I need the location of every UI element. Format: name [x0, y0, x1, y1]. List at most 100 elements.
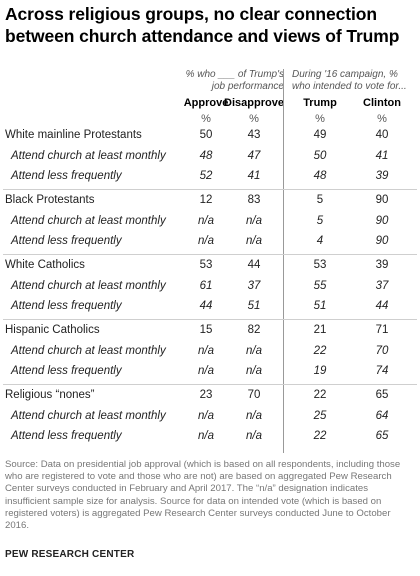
trump-value: 25	[313, 409, 327, 422]
clinton-value: 37	[375, 279, 389, 292]
table-row: Religious “nones” 23 70 22 65	[0, 386, 420, 406]
approve-value: n/a	[198, 409, 214, 422]
clinton-value: 64	[375, 409, 389, 422]
col-header-disapprove: Disapprove	[224, 97, 284, 109]
group-separator	[3, 254, 417, 255]
trump-value: 19	[313, 365, 327, 377]
approve-value: n/a	[198, 430, 214, 442]
disapprove-value: n/a	[246, 235, 262, 247]
trump-value: 53	[313, 259, 327, 271]
table-row: Hispanic Catholics 15 82 21 71	[0, 321, 420, 341]
table-row: Attend church at least monthly n/a n/a 22 70	[0, 342, 420, 362]
subgroup-label: Attend church at least monthly	[11, 409, 166, 422]
table-row: White mainline Protestants 50 43 49 40	[0, 126, 420, 146]
unit-disapprove: %	[249, 113, 259, 125]
approve-value: 48	[199, 149, 213, 162]
subgroup-label: Attend church at least monthly	[11, 214, 166, 227]
disapprove-value: 44	[247, 259, 261, 271]
trump-value: 21	[313, 324, 327, 336]
disapprove-value: n/a	[246, 409, 262, 422]
table-row: Attend church at least monthly n/a n/a 5 90	[0, 212, 420, 232]
subgroup-label: Attend less frequently	[11, 235, 122, 247]
approve-value: 23	[199, 389, 213, 401]
clinton-value: 40	[375, 129, 389, 141]
subgroup-label: Attend less frequently	[11, 170, 122, 182]
approve-value: 15	[199, 324, 213, 336]
subgroup-label: Attend less frequently	[11, 430, 122, 442]
chart-title: Across religious groups, no clear connec…	[5, 4, 400, 46]
table-row: Attend less frequently 52 41 48 39	[0, 167, 420, 187]
unit-trump: %	[315, 113, 325, 125]
approve-value: n/a	[198, 344, 214, 357]
subgroup-label: Attend church at least monthly	[11, 279, 166, 292]
vote-intent-header-note: During '16 campaign, % who intended to v…	[292, 69, 407, 92]
subgroup-label: Attend less frequently	[11, 300, 122, 312]
disapprove-value: 41	[247, 170, 261, 182]
clinton-value: 44	[375, 300, 389, 312]
disapprove-value: 43	[247, 129, 261, 141]
table-row: Attend church at least monthly n/a n/a 25 64	[0, 407, 420, 427]
approve-value: 61	[199, 279, 213, 292]
col-header-clinton: Clinton	[363, 97, 401, 109]
disapprove-value: 82	[247, 324, 261, 336]
group-label: White Catholics	[5, 259, 85, 271]
table-row: Attend church at least monthly 48 47 50 41	[0, 147, 420, 167]
group-label: White mainline Protestants	[5, 129, 142, 141]
column-divider	[283, 69, 284, 453]
approve-value: n/a	[198, 214, 214, 227]
disapprove-value: n/a	[246, 365, 262, 377]
table-row: Attend less frequently n/a n/a 4 90	[0, 232, 420, 252]
clinton-value: 39	[375, 259, 389, 271]
clinton-value: 90	[375, 235, 389, 247]
disapprove-value: 37	[247, 279, 261, 292]
trump-value: 51	[313, 300, 327, 312]
trump-value: 22	[313, 344, 327, 357]
table-row: Attend less frequently n/a n/a 22 65	[0, 427, 420, 447]
table-row: Black Protestants 12 83 5 90	[0, 191, 420, 211]
trump-value: 22	[313, 389, 327, 401]
group-separator	[3, 319, 417, 320]
clinton-value: 41	[375, 149, 389, 162]
trump-value: 5	[316, 214, 324, 227]
approve-value: 44	[199, 300, 213, 312]
table-row: Attend less frequently n/a n/a 19 74	[0, 362, 420, 382]
unit-approve: %	[201, 113, 211, 125]
credit-line: PEW RESEARCH CENTER	[5, 549, 135, 560]
col-header-trump: Trump	[303, 97, 337, 109]
approve-value: 12	[199, 194, 213, 206]
table-row: White Catholics 53 44 53 39	[0, 256, 420, 276]
approve-value: n/a	[198, 235, 214, 247]
group-separator	[3, 384, 417, 385]
trump-value: 5	[316, 194, 324, 206]
disapprove-value: n/a	[246, 344, 262, 357]
clinton-value: 71	[375, 324, 389, 336]
trump-value: 49	[313, 129, 327, 141]
disapprove-value: 51	[247, 300, 261, 312]
subgroup-label: Attend church at least monthly	[11, 344, 166, 357]
trump-value: 4	[316, 235, 324, 247]
group-label: Hispanic Catholics	[5, 324, 100, 336]
approval-header-note: % who ___ of Trump's job performance	[185, 69, 284, 92]
clinton-value: 70	[375, 344, 389, 357]
clinton-value: 90	[375, 194, 389, 206]
clinton-value: 39	[375, 170, 389, 182]
disapprove-value: n/a	[246, 214, 262, 227]
trump-value: 50	[313, 149, 327, 162]
col-header-approve: Approve	[183, 97, 229, 109]
approve-value: 50	[199, 129, 213, 141]
unit-clinton: %	[377, 113, 387, 125]
source-note: Source: Data on presidential job approva…	[5, 459, 401, 532]
approve-value: 52	[199, 170, 213, 182]
group-label: Religious “nones”	[5, 389, 95, 401]
subgroup-label: Attend church at least monthly	[11, 149, 166, 162]
clinton-value: 90	[375, 214, 389, 227]
clinton-value: 65	[375, 389, 389, 401]
approve-value: 53	[199, 259, 213, 271]
trump-value: 48	[313, 170, 327, 182]
approve-value: n/a	[198, 365, 214, 377]
disapprove-value: 70	[247, 389, 261, 401]
clinton-value: 74	[375, 365, 389, 377]
trump-value: 55	[313, 279, 327, 292]
trump-value: 22	[313, 430, 327, 442]
disapprove-value: 83	[247, 194, 261, 206]
